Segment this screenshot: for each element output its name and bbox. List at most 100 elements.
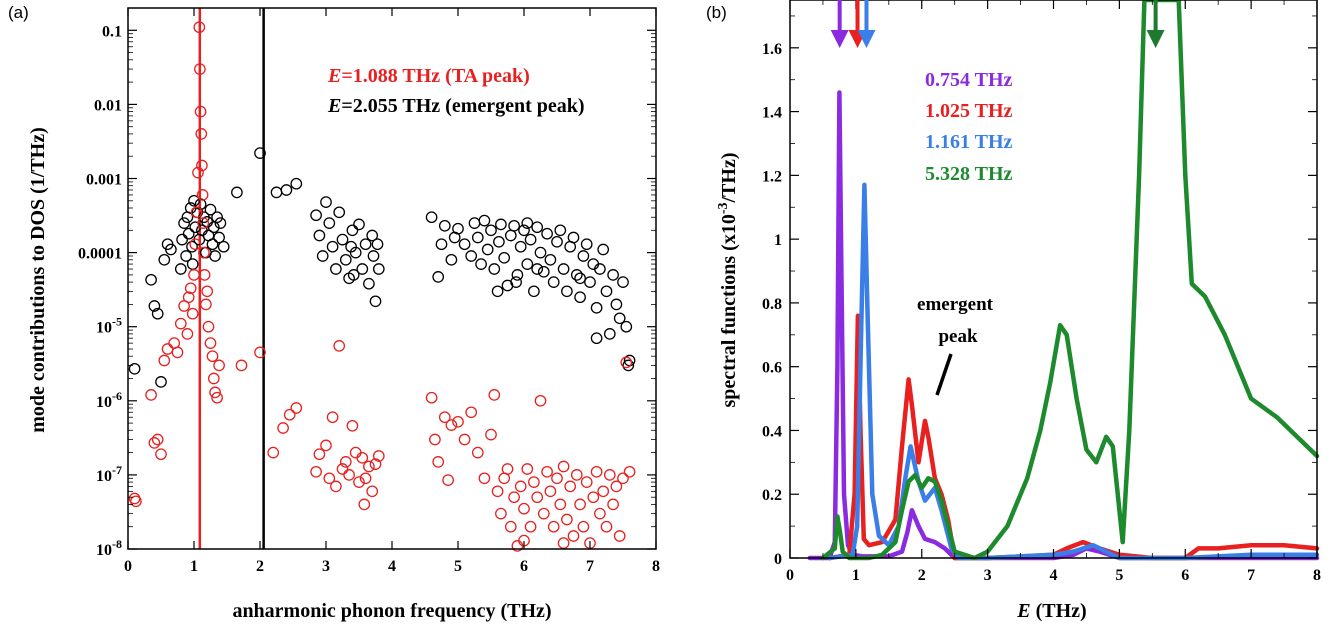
chart-a-point-s1-99 bbox=[547, 276, 560, 288]
chart-a-point-s1-123 bbox=[622, 359, 635, 372]
chart-a-point-s1-83 bbox=[495, 218, 507, 231]
chart-a-point-s2-102 bbox=[570, 469, 583, 481]
chart-a-x-axis-title: anharmonic phonon frequency (THz) bbox=[232, 600, 551, 622]
chart-a-point-s2-82 bbox=[504, 520, 517, 533]
chart-a-point-s1-59 bbox=[367, 250, 380, 262]
chart-a-point-s2-24 bbox=[195, 128, 208, 140]
chart-a-y-tick-label: 10-5 bbox=[96, 315, 122, 337]
chart-a-point-s2-67 bbox=[432, 456, 445, 468]
chart-a-point-s1-128 bbox=[590, 332, 603, 345]
chart-a-point-s2-88 bbox=[524, 520, 537, 533]
chart-a-point-s2-20 bbox=[192, 166, 204, 179]
chart-a-point-s2-72 bbox=[458, 433, 471, 446]
chart-a-point-s1-10 bbox=[176, 233, 188, 246]
chart-a-point-s1-39 bbox=[280, 184, 293, 196]
chart-a-point-s2-120 bbox=[557, 537, 570, 549]
chart-a-point-s2-34 bbox=[206, 350, 219, 363]
chart-b-series-line-2 bbox=[827, 313, 1320, 561]
chart-a-point-s1-68 bbox=[438, 219, 451, 232]
chart-a-y-tick-label: 10-6 bbox=[96, 389, 122, 411]
chart-a-point-s1-95 bbox=[534, 246, 547, 259]
chart-a-point-s2-68 bbox=[438, 411, 451, 424]
chart-a-y-tick-label: 10-7 bbox=[96, 463, 122, 485]
chart-a-point-s2-33 bbox=[204, 337, 217, 349]
chart-a-point-s1-35 bbox=[217, 240, 230, 253]
chart-a-point-s1-65 bbox=[425, 211, 438, 224]
chart-a-point-s1-29 bbox=[206, 238, 219, 251]
chart-a: 0 1 2 3 4 5 6 7 8 0.1 0.01 0.001 0.0001 10-5 10-6 10-7 1… bbox=[27, 7, 660, 622]
chart-a-point-s2-89 bbox=[528, 476, 540, 488]
chart-a-point-s1-34 bbox=[214, 217, 227, 229]
chart-a-point-s2-48 bbox=[326, 411, 339, 424]
chart-a-point-s2-110 bbox=[597, 485, 610, 498]
chart-b-y-tick-label: 0.2 bbox=[762, 487, 782, 504]
chart-a-point-s2-73 bbox=[465, 406, 478, 419]
chart-a-point-s2-114 bbox=[610, 480, 623, 493]
chart-a-point-s1-43 bbox=[316, 250, 329, 262]
chart-a-point-s2-65 bbox=[425, 391, 438, 404]
chart-b-y-axis-title: spectral functions (x10-3/THz) bbox=[716, 153, 740, 408]
chart-a-point-s2-93 bbox=[541, 465, 553, 478]
chart-a-point-s1-8 bbox=[165, 243, 177, 256]
chart-a-point-s1-71 bbox=[452, 222, 464, 235]
chart-a-point-s2-58 bbox=[363, 460, 375, 473]
chart-b-series-line-4 bbox=[820, 0, 1320, 561]
chart-a-point-s1-81 bbox=[491, 285, 504, 298]
chart-a-point-s2-16 bbox=[186, 307, 199, 320]
chart-a-point-s2-69 bbox=[442, 474, 454, 486]
chart-a-point-s2-105 bbox=[580, 476, 593, 488]
chart-a-point-s2-81 bbox=[501, 463, 514, 475]
chart-a-point-s1-58 bbox=[366, 229, 379, 242]
chart-a-point-s2-29 bbox=[198, 269, 211, 281]
chart-a-y-axis-title: mode contributions to DOS (1/THz) bbox=[27, 127, 49, 433]
chart-a-point-s1-12 bbox=[180, 250, 192, 262]
chart-a-point-s1-42 bbox=[313, 229, 326, 242]
chart-b-x-tick-label: 6 bbox=[1181, 567, 1189, 584]
chart-a-point-s1-74 bbox=[468, 217, 481, 229]
chart-a-point-s1-50 bbox=[339, 253, 352, 266]
chart-a-point-s1-109 bbox=[580, 238, 593, 251]
chart-a-point-s2-85 bbox=[514, 480, 527, 493]
chart-a-point-s2-113 bbox=[607, 498, 619, 511]
chart-a-point-s2-56 bbox=[356, 451, 369, 464]
chart-a-point-s2-6 bbox=[155, 448, 167, 461]
chart-a-point-s1-96 bbox=[537, 265, 550, 278]
chart-a-x-tick-label: 2 bbox=[256, 558, 264, 575]
chart-a-x-tick-label: 1 bbox=[190, 558, 198, 575]
chart-a-point-s2-109 bbox=[594, 507, 606, 520]
chart-b-marker-arrow-4 bbox=[1146, 0, 1165, 48]
chart-a-marks bbox=[128, 8, 636, 552]
chart-b-x-tick-label: 4 bbox=[1050, 567, 1058, 584]
chart-a-point-s2-46 bbox=[313, 448, 326, 461]
chart-b-legend-entry-3: 1.161 THz bbox=[925, 131, 1013, 153]
chart-b-x-tick-label: 2 bbox=[918, 567, 926, 584]
chart-a-point-s1-56 bbox=[359, 238, 372, 251]
chart-b-annotation-line-2: peak bbox=[938, 326, 978, 347]
chart-a-point-s2-83 bbox=[508, 491, 520, 504]
chart-a-point-s1-38 bbox=[270, 186, 283, 199]
chart-a-point-s1-62 bbox=[371, 238, 384, 251]
chart-a-point-s2-60 bbox=[369, 458, 382, 470]
chart-a-point-s1-52 bbox=[346, 224, 359, 237]
chart-a-point-s1-92 bbox=[524, 233, 537, 246]
chart-a-point-s2-4 bbox=[148, 437, 161, 449]
chart-b-annotation-pointer bbox=[935, 353, 953, 396]
chart-a-point-s1-118 bbox=[610, 298, 623, 311]
chart-a-point-s2-5 bbox=[151, 433, 164, 446]
chart-b-legend-entry-1: 0.754 THz bbox=[925, 69, 1013, 91]
chart-a-point-s2-54 bbox=[349, 446, 362, 459]
chart-a-point-s2-28 bbox=[198, 246, 210, 259]
chart-a-point-s2-40 bbox=[254, 346, 266, 359]
chart-a-y-tick-label: 0.1 bbox=[102, 23, 122, 40]
chart-b-y-tick-label: 1.6 bbox=[762, 41, 782, 58]
chart-a-point-s2-17 bbox=[188, 269, 200, 281]
chart-b-arrows bbox=[830, 0, 1165, 48]
chart-a-point-s2-42 bbox=[277, 422, 289, 434]
chart-b-frame bbox=[789, 0, 1318, 559]
chart-a-point-s1-17 bbox=[186, 258, 199, 270]
chart-a-point-s1-1 bbox=[128, 362, 141, 375]
chart-a-point-s2-2 bbox=[130, 495, 142, 508]
chart-a-point-s1-32 bbox=[211, 211, 223, 224]
chart-a-point-s2-90 bbox=[531, 491, 544, 504]
chart-a-point-s2-111 bbox=[600, 520, 613, 533]
